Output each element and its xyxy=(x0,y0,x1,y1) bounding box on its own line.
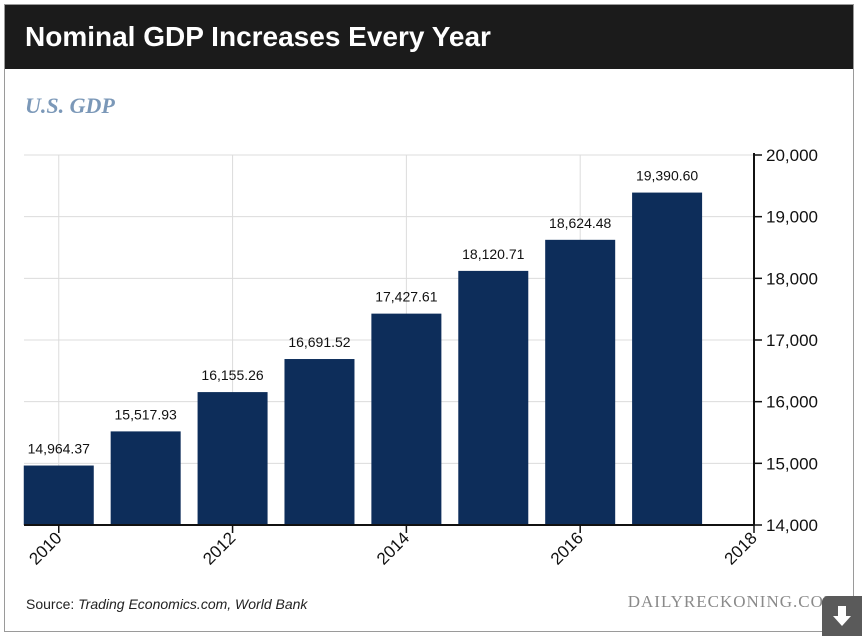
y-tick-label: 14,000 xyxy=(766,516,818,535)
x-tick-label: 2010 xyxy=(25,528,65,568)
y-tick-label: 15,000 xyxy=(766,454,818,473)
y-tick-label: 18,000 xyxy=(766,269,818,288)
data-label: 18,120.71 xyxy=(462,246,524,262)
bar xyxy=(632,192,703,526)
bar xyxy=(23,465,94,525)
title-bar: Nominal GDP Increases Every Year xyxy=(5,5,853,69)
source-prefix: Source: xyxy=(26,596,75,612)
bar xyxy=(371,313,442,525)
data-label: 14,964.37 xyxy=(28,441,90,457)
data-label: 19,390.60 xyxy=(636,168,698,184)
bar xyxy=(110,431,181,525)
y-tick-label: 20,000 xyxy=(766,146,818,165)
x-tick-label: 2018 xyxy=(721,528,761,568)
chart-frame: Nominal GDP Increases Every Year U.S. GD… xyxy=(4,4,854,632)
source-text: Trading Economics.com, World Bank xyxy=(78,596,308,612)
data-label: 16,691.52 xyxy=(288,334,350,350)
data-label: 17,427.61 xyxy=(375,289,437,305)
brand-watermark: DAILYRECKONING.COM xyxy=(627,592,840,611)
chart-title: Nominal GDP Increases Every Year xyxy=(25,21,491,52)
data-label: 15,517.93 xyxy=(115,406,177,422)
bar xyxy=(458,270,529,525)
bar-chart: 14,964.37 15,517.93 16,155.26 16,691.52 17,4… xyxy=(23,146,818,569)
x-tick-label: 2016 xyxy=(547,528,587,568)
y-tick-label: 17,000 xyxy=(766,331,818,350)
bar xyxy=(545,239,616,525)
x-tick-label: 2012 xyxy=(199,528,239,568)
chart-subtitle: U.S. GDP xyxy=(25,93,115,118)
bar xyxy=(284,359,355,525)
data-label: 18,624.48 xyxy=(549,215,611,231)
y-tick-label: 16,000 xyxy=(766,393,818,412)
data-label: 16,155.26 xyxy=(201,367,263,383)
download-button[interactable] xyxy=(822,596,862,636)
source-note: Source: Trading Economics.com, World Ban… xyxy=(26,596,307,612)
bar xyxy=(197,392,268,525)
x-tick-label: 2014 xyxy=(373,528,413,568)
y-tick-label: 19,000 xyxy=(766,208,818,227)
download-arrow-icon xyxy=(833,606,851,626)
